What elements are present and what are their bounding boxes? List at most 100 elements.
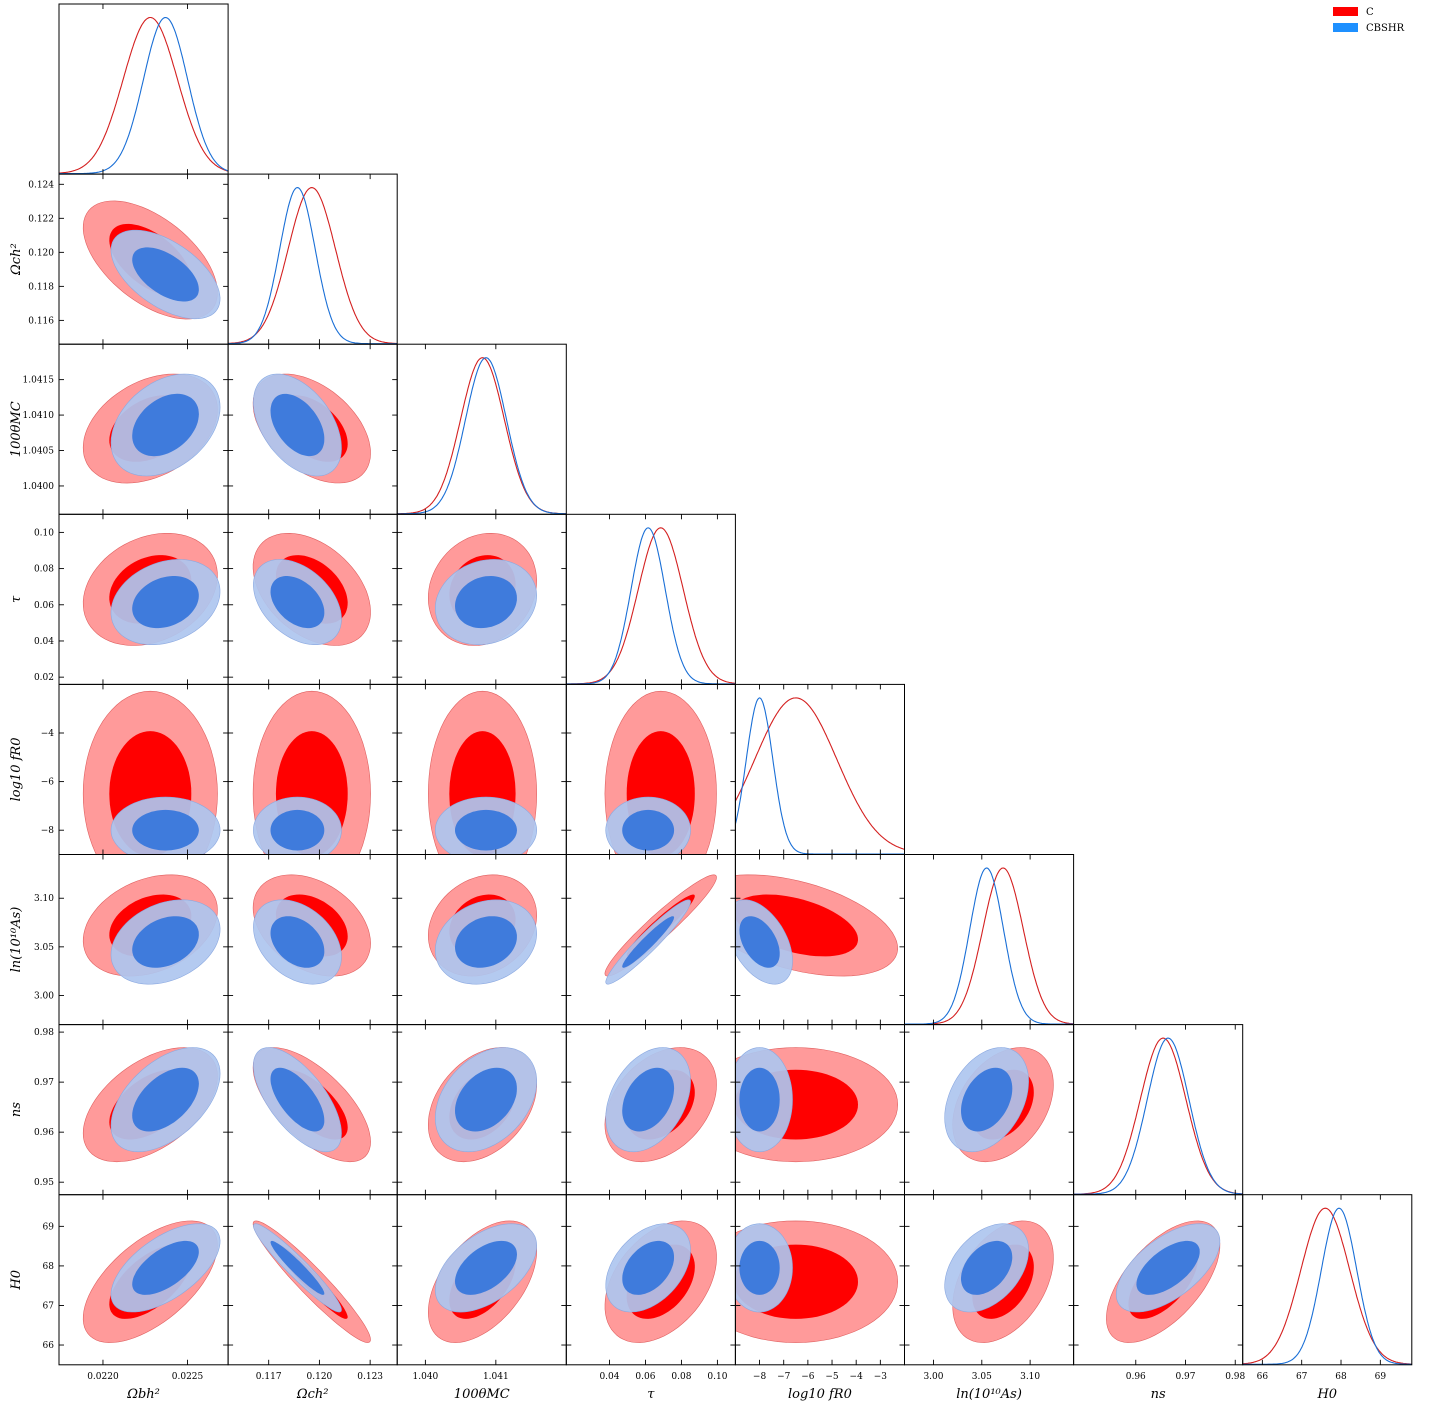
x-tick-label-theta: 1.041 [483,1372,509,1382]
y-tick-label-omc: 0.122 [28,214,54,224]
panel-fr0-ns [735,1047,899,1163]
contour-CBSHR-1sigma [622,1067,675,1132]
y-tick-label-h0: 69 [43,1222,55,1232]
x-tick-label-h0: 69 [1375,1372,1387,1382]
y-tick-label-as: 3.05 [34,943,54,953]
panel-ns-ns [1073,1037,1243,1195]
x-tick-label-as: 3.00 [923,1372,943,1382]
panel-ns-h0 [1106,1220,1221,1343]
panel-tau-h0 [604,1220,717,1343]
x-tick-label-ns: 0.97 [1175,1372,1195,1382]
contour-CBSHR-1sigma [739,1240,780,1295]
panel-omb-theta [82,373,221,484]
marginal-C-h0 [1242,1207,1412,1365]
x-axis-label-ns: ns [1151,1387,1166,1402]
y-tick-label-as: 3.10 [34,894,54,904]
marginal-C-omc [228,187,398,345]
marginal-CBSHR-ns [1073,1037,1243,1195]
panel-omb-omc [82,200,221,320]
panel-omb-tau [82,533,221,646]
x-tick-label-tau: 0.04 [599,1372,619,1382]
panel-frame [1242,1194,1413,1366]
contour-CBSHR-1sigma [455,809,517,851]
panel-as-h0 [944,1220,1054,1343]
x-tick-label-as: 3.10 [1020,1372,1040,1382]
x-tick-label-theta: 1.040 [413,1372,439,1382]
y-axis-label-tau: τ [9,595,24,603]
contour-CBSHR-1sigma [961,1067,1013,1132]
panel-theta-ns [427,1047,538,1163]
contour-CBSHR-1sigma [455,1067,517,1132]
x-axis-label-tau: τ [647,1387,655,1402]
x-axis-label-h0: H0 [1316,1387,1337,1402]
contour-CBSHR-1sigma [622,1240,674,1295]
y-tick-label-theta: 1.0405 [23,447,55,457]
panel-theta-as [427,874,538,985]
panel-omb-omb [59,16,229,175]
x-tick-label-fr0: −8 [753,1372,767,1382]
x-tick-label-omb: 0.0220 [87,1372,119,1382]
panel-frame [734,683,906,856]
y-tick-label-ns: 0.98 [34,1028,54,1038]
y-tick-label-omc: 0.120 [28,248,54,258]
x-axis-label-omc: Ωch² [296,1387,329,1402]
panel-as-as [904,867,1074,1025]
marginal-C-tau [566,527,736,685]
x-axis-label-theta: 100θMC [454,1387,510,1402]
x-tick-label-omc: 0.123 [357,1372,383,1382]
x-tick-label-ns: 0.96 [1126,1372,1146,1382]
marginal-C-theta [397,357,567,515]
panel-omb-ns [82,1047,221,1163]
panel-omc-omc [228,187,398,345]
panel-frame [1073,1024,1244,1196]
panel-frame [904,854,1075,1026]
y-axis-label-omc: Ωch² [9,243,24,276]
x-tick-label-h0: 67 [1296,1372,1308,1382]
contour-CBSHR-1sigma [132,247,199,302]
y-tick-label-omc: 0.118 [28,282,54,292]
y-tick-label-tau: 0.06 [34,601,54,611]
marginal-C-ns [1073,1037,1243,1195]
x-tick-label-tau: 0.08 [671,1372,691,1382]
y-tick-label-ns: 0.95 [34,1178,54,1188]
x-axis-label-as: ln(10¹⁰As) [956,1387,1022,1402]
x-tick-label-fr0: −4 [850,1372,864,1382]
contour-CBSHR-1sigma [270,576,325,629]
x-tick-label-fr0: −7 [777,1372,791,1382]
x-axis-label-fr0: log10 fR0 [788,1387,852,1402]
marginal-CBSHR-omb [59,16,229,175]
y-axis-label-fr0: log10 fR0 [9,738,24,802]
contour-CBSHR-1sigma [739,1067,780,1132]
x-axis-label-omb: Ωbh² [126,1387,160,1402]
y-tick-label-tau: 0.02 [34,673,54,683]
contour-CBSHR-1sigma [270,916,325,968]
legend-label-CBSHR: CBSHR [1366,23,1405,34]
panel-fr0-fr0 [735,697,905,855]
panel-omc-h0 [252,1220,371,1343]
contour-CBSHR-1sigma [270,1067,325,1132]
contour-CBSHR-1sigma [132,1240,199,1295]
contour-CBSHR-1sigma [455,1240,517,1295]
panel-frame [565,513,736,685]
contour-CBSHR-1sigma [132,393,199,457]
contour-CBSHR-1sigma [1136,1240,1200,1295]
y-tick-label-fr0: −8 [41,826,55,836]
y-tick-label-fr0: −6 [41,778,55,788]
y-tick-label-omc: 0.124 [28,180,54,190]
y-tick-label-theta: 1.0415 [23,376,55,386]
y-tick-label-ns: 0.96 [34,1128,54,1138]
panel-omc-ns [252,1047,371,1163]
x-tick-label-h0: 66 [1257,1372,1269,1382]
panel-omb-h0 [82,1220,221,1343]
x-tick-label-omb: 0.0225 [172,1372,204,1382]
marginal-CBSHR-omc [228,187,398,345]
contour-CBSHR-1sigma [622,916,675,968]
panel-theta-h0 [427,1220,538,1343]
panel-omc-theta [252,373,371,484]
x-tick-label-fr0: −3 [874,1372,888,1382]
panel-fr0-as [735,874,899,985]
contour-CBSHR-1sigma [961,1240,1013,1295]
legend-swatch-C [1333,7,1358,16]
x-tick-label-omc: 0.117 [256,1372,282,1382]
x-tick-label-tau: 0.06 [635,1372,655,1382]
